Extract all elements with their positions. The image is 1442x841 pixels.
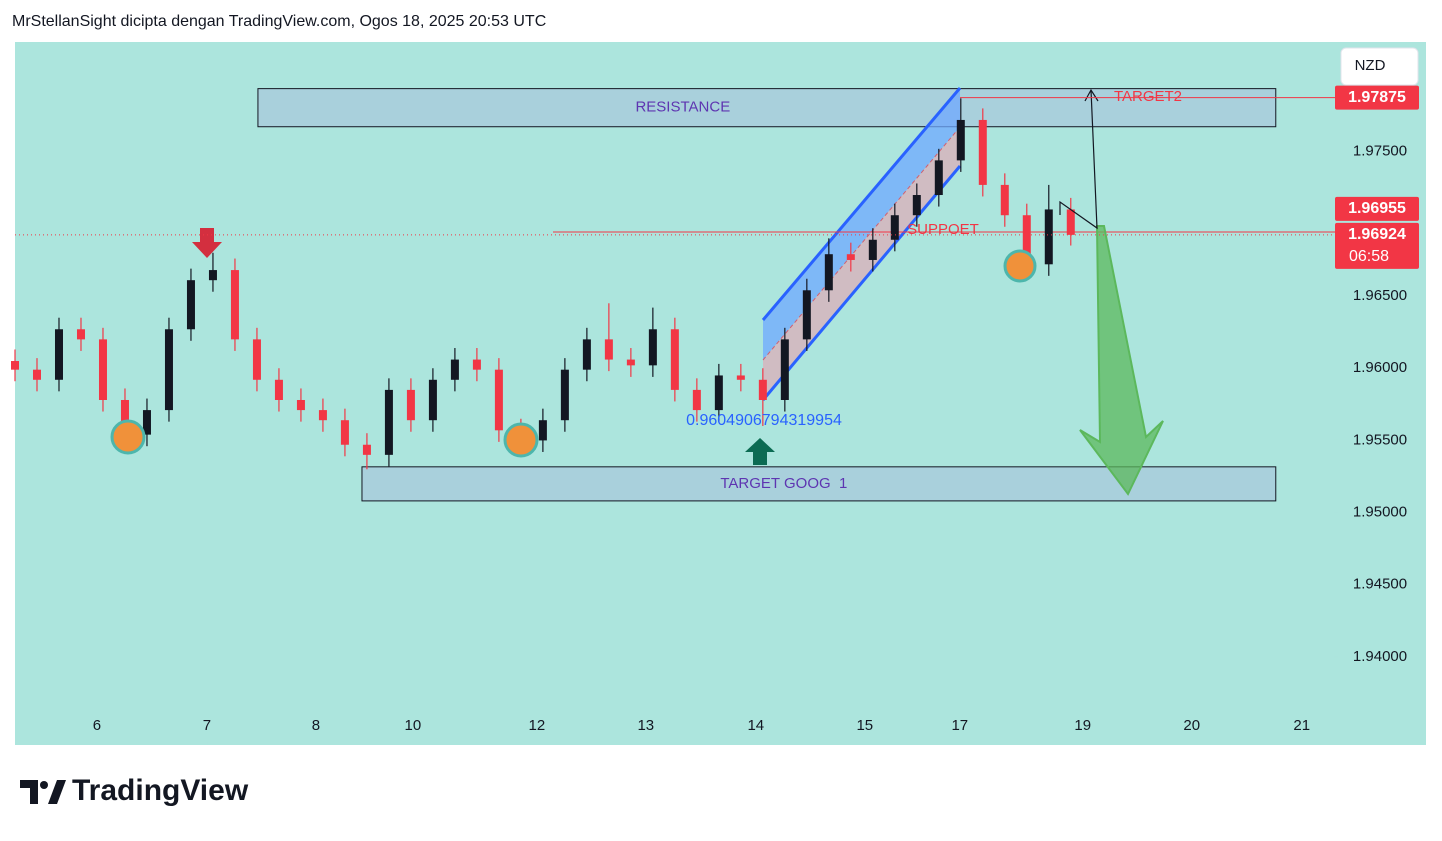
candle-body: [560, 369, 569, 421]
brand: TradingView: [72, 774, 249, 807]
x-tick-label: 17: [951, 717, 968, 734]
annotation: SUPPOET: [907, 221, 979, 238]
candle-body: [824, 254, 833, 291]
candle-body: [802, 290, 811, 340]
annotation: 0.9604906794319954: [686, 412, 842, 429]
candle-body: [120, 399, 129, 435]
candle-body: [1000, 184, 1009, 216]
x-tick-label: 19: [1074, 717, 1091, 734]
candle-body: [98, 339, 107, 400]
candle-body: [252, 339, 261, 380]
candle-body: [142, 410, 151, 435]
candle-body: [450, 359, 459, 380]
y-tick-label: 1.95500: [1353, 431, 1407, 448]
candle-body: [230, 270, 239, 340]
candle-body: [868, 239, 877, 260]
candle-body: [582, 339, 591, 370]
x-tick-label: 13: [637, 717, 654, 734]
x-tick-label: 10: [405, 717, 422, 734]
candle-body: [384, 389, 393, 455]
x-tick-label: 14: [747, 717, 764, 734]
candle-body: [626, 359, 635, 366]
y-tick-label: 1.94500: [1353, 576, 1407, 593]
down-marker: [192, 228, 222, 258]
header-title: MrStellanSight dicipta dengan TradingVie…: [12, 13, 546, 30]
candle-body: [1066, 209, 1075, 235]
candle-body: [934, 160, 943, 196]
candle-body: [714, 375, 723, 411]
candle-body: [1022, 215, 1031, 265]
annotation: TARGET2: [1114, 88, 1182, 105]
candle-body: [76, 329, 85, 340]
candle-body: [758, 379, 767, 400]
y-tick-label: 1.96500: [1353, 287, 1407, 304]
zone-label: TARGET GOOG 1: [720, 475, 847, 492]
candle-body: [604, 339, 613, 360]
zone: [257, 88, 1277, 128]
projection-arrow: [1079, 225, 1164, 496]
swing-circle: [503, 422, 539, 458]
up-marker: [745, 438, 775, 465]
price-label-box: [1335, 85, 1419, 110]
candle-body: [780, 339, 789, 400]
x-tick-label: 7: [203, 717, 211, 734]
candle-body: [362, 444, 371, 455]
candle-body: [670, 329, 679, 390]
channel-bottom: [761, 165, 962, 401]
candle-body: [318, 410, 327, 421]
candle-body: [164, 329, 173, 411]
candle-body: [736, 375, 745, 380]
x-tick-label: 8: [312, 717, 320, 734]
y-tick-label: 1.95000: [1353, 504, 1407, 521]
candle-body: [54, 329, 63, 380]
candle-body: [692, 389, 701, 411]
swing-circle: [1003, 249, 1037, 283]
candle-body: [846, 254, 855, 260]
price-label: 1.96924: [1348, 226, 1406, 243]
y-tick-label: 1.96000: [1353, 359, 1407, 376]
price-label-box: [1335, 222, 1419, 269]
y-tick-label: 1.94000: [1353, 648, 1407, 665]
candle-body: [208, 270, 217, 281]
y-tick-label: 1.97500: [1353, 143, 1407, 160]
candle-body: [296, 399, 305, 411]
candle-body: [956, 119, 965, 161]
x-tick-label: 20: [1183, 717, 1200, 734]
zone-label: RESISTANCE: [635, 99, 730, 116]
candle-body: [890, 215, 899, 240]
currency-button[interactable]: [1340, 47, 1419, 86]
price-label-box: [1335, 196, 1419, 221]
price-label: 1.96955: [1348, 200, 1406, 217]
candle-body: [428, 379, 437, 421]
channel-lower: [763, 127, 960, 400]
candle-body: [494, 369, 503, 431]
candle-body: [912, 195, 921, 216]
logo: [20, 780, 66, 804]
candle-body: [274, 379, 283, 400]
x-tick-label: 21: [1293, 717, 1310, 734]
candle-body: [186, 280, 195, 330]
countdown: 06:58: [1349, 248, 1389, 265]
candle-body: [978, 119, 987, 185]
candle-body: [538, 420, 547, 441]
path-arrow: [1059, 89, 1098, 230]
swing-circle: [110, 419, 146, 455]
candle-body: [406, 389, 415, 421]
channel-top: [761, 87, 962, 321]
candle-body: [648, 329, 657, 366]
channel-mid: [762, 126, 961, 361]
candle-body: [340, 420, 349, 445]
channel-upper: [763, 88, 960, 360]
candle-body: [11, 361, 19, 370]
candle-body: [472, 359, 481, 370]
x-tick-label: 15: [856, 717, 873, 734]
price-label: 1.97875: [1348, 89, 1406, 106]
currency[interactable]: NZD: [1355, 57, 1386, 74]
candle-body: [1044, 209, 1053, 265]
x-tick-label: 6: [93, 717, 101, 734]
candle-body: [32, 369, 41, 380]
x-tick-label: 12: [528, 717, 545, 734]
